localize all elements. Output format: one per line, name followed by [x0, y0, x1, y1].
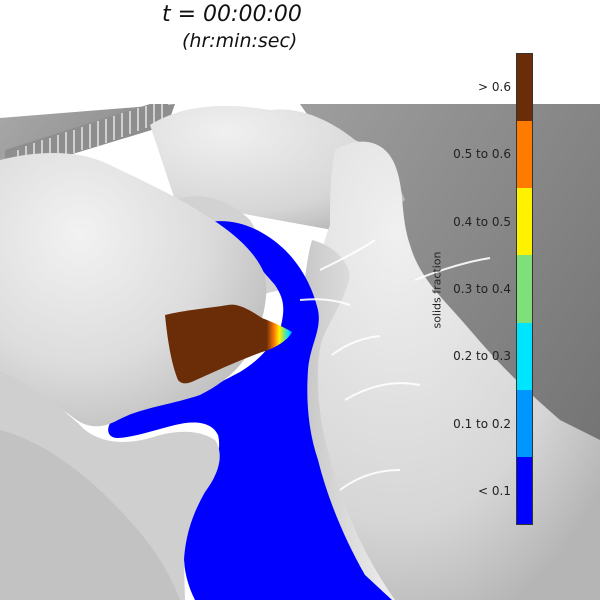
landslide-deposit — [165, 304, 292, 384]
time-readout: t = 00:00:00 — [162, 2, 302, 27]
colorbar-segment — [517, 121, 532, 189]
colorbar-segment — [517, 54, 532, 122]
colorbar-title: solids fraction — [430, 251, 444, 329]
colorbar-label: 0.3 to 0.4 — [453, 282, 511, 296]
colorbar — [516, 53, 533, 525]
colorbar-segment — [517, 255, 532, 323]
colorbar-label: > 0.6 — [478, 79, 511, 94]
colorbar-segment — [517, 188, 532, 256]
colorbar-label: 0.1 to 0.2 — [453, 416, 511, 431]
river-water — [108, 221, 392, 600]
colorbar-label: < 0.1 — [478, 484, 511, 499]
terrain-contours — [299, 239, 491, 491]
colorbar-segment — [517, 456, 532, 524]
time-units: (hr:min:sec) — [182, 30, 298, 52]
left-foothill-shade — [0, 430, 180, 600]
colorbar-segment — [517, 389, 532, 457]
colorbar-label: 0.5 to 0.6 — [453, 147, 511, 162]
colorbar-label: 0.2 to 0.3 — [453, 349, 511, 364]
colorbar-segment — [517, 322, 532, 390]
colorbar-label: 0.4 to 0.5 — [453, 214, 511, 229]
